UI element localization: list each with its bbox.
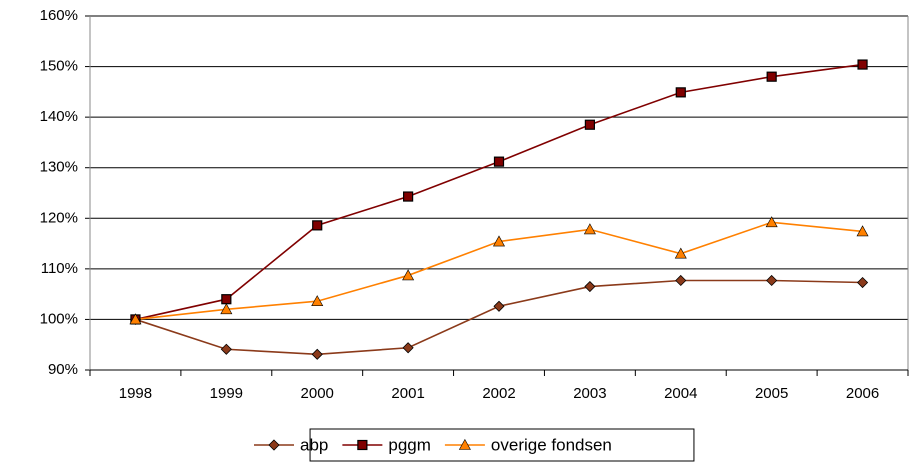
marker	[584, 119, 595, 130]
x-tick-label: 1998	[119, 385, 152, 402]
marker	[312, 220, 323, 231]
series-line	[135, 279, 863, 356]
marker	[857, 59, 868, 70]
x-tick-label: 2002	[482, 385, 515, 402]
marker	[402, 342, 414, 354]
marker	[584, 280, 596, 293]
x-tick-label: 2001	[391, 385, 424, 402]
marker	[220, 343, 232, 355]
y-tick-label: 110%	[41, 260, 78, 277]
marker	[766, 274, 778, 287]
y-tick-label: 140%	[40, 108, 78, 125]
marker	[675, 87, 686, 98]
marker	[220, 303, 233, 315]
marker	[402, 269, 415, 281]
marker	[493, 300, 505, 312]
x-tick-label: 2005	[755, 385, 788, 402]
legend-label: overige fondsen	[491, 435, 612, 454]
marker	[268, 439, 280, 451]
y-tick-label: 90%	[48, 361, 78, 378]
y-tick-label: 160%	[40, 7, 78, 24]
marker	[674, 247, 687, 259]
marker	[766, 71, 777, 82]
legend: abp pggm overige fondsen	[254, 428, 695, 462]
legend-label: pggm	[388, 435, 431, 454]
marker	[493, 156, 505, 167]
marker	[492, 235, 506, 247]
marker	[458, 438, 471, 450]
marker	[856, 225, 869, 237]
marker	[221, 294, 232, 305]
marker	[856, 276, 869, 289]
marker	[765, 216, 778, 228]
marker	[357, 439, 368, 451]
x-tick-label: 2006	[846, 385, 879, 402]
legend-label: abp	[300, 435, 328, 454]
y-tick-label: 150%	[40, 58, 78, 75]
marker	[403, 191, 414, 202]
y-tick-label: 100%	[40, 310, 78, 327]
x-tick-label: 2000	[301, 385, 334, 402]
x-tick-label: 1999	[210, 385, 243, 402]
marker	[583, 223, 596, 235]
marker	[311, 348, 323, 360]
y-tick-label: 130%	[40, 159, 78, 176]
marker	[129, 313, 142, 325]
y-tick-label: 120%	[40, 209, 78, 226]
marker	[311, 295, 324, 307]
x-tick-label: 2004	[664, 385, 697, 402]
marker	[675, 274, 687, 287]
x-tick-label: 2003	[573, 385, 606, 402]
